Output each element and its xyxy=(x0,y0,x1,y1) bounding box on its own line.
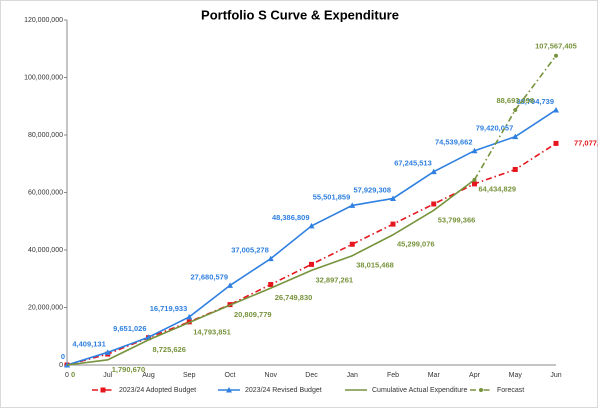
marker xyxy=(430,168,437,175)
legend-label: 2023/24 Revised Budget xyxy=(245,387,322,394)
marker xyxy=(145,334,152,340)
data-label: 74,539,662 xyxy=(435,138,473,147)
x-tick-label: Apr xyxy=(469,372,481,379)
data-label: 77,077,618 xyxy=(574,138,598,147)
marker xyxy=(390,221,396,227)
data-label: 27,680,579 xyxy=(190,272,228,281)
x-tick-label: Jun xyxy=(550,372,561,379)
marker xyxy=(308,222,315,229)
data-label: 8,725,626 xyxy=(153,345,186,354)
data-label: 4,409,131 xyxy=(72,339,105,348)
series-line xyxy=(66,179,475,366)
legend-label: Forecast xyxy=(497,387,524,394)
data-label: 55,501,859 xyxy=(313,192,351,201)
data-label: 1,790,670 xyxy=(112,365,145,374)
data-label: 57,929,308 xyxy=(353,185,391,194)
y-tick-label: 20,000,000 xyxy=(28,304,63,311)
legend-label: 2023/24 Adopted Budget xyxy=(119,387,196,394)
marker xyxy=(227,282,233,288)
marker xyxy=(472,177,477,182)
marker xyxy=(349,241,355,247)
legend-marker xyxy=(226,387,232,393)
marker xyxy=(104,349,111,355)
marker xyxy=(513,108,518,113)
data-label: 16,719,933 xyxy=(150,304,188,313)
data-label: 64,434,829 xyxy=(479,185,517,194)
x-tick-label: 0 xyxy=(65,372,69,379)
y-tick-label: 80,000,000 xyxy=(28,132,63,139)
data-label: 14,793,851 xyxy=(193,327,231,336)
x-tick-label: Mar xyxy=(428,372,441,379)
marker xyxy=(471,147,478,154)
y-tick-label: 120,000,000 xyxy=(24,17,63,24)
marker xyxy=(267,255,274,262)
y-tick-label: 40,000,000 xyxy=(28,247,63,254)
data-label: 45,299,076 xyxy=(397,240,435,249)
x-tick-label: Feb xyxy=(387,372,399,379)
data-label: 48,386,809 xyxy=(272,213,310,222)
x-tick-label: Nov xyxy=(265,372,278,379)
marker xyxy=(553,106,559,113)
x-tick-label: Jan xyxy=(347,372,358,379)
data-label: 20,809,779 xyxy=(234,310,272,319)
x-tick-label: Jul xyxy=(103,372,112,379)
marker xyxy=(390,195,396,201)
marker xyxy=(512,167,518,172)
marker xyxy=(554,53,558,58)
marker xyxy=(553,140,559,146)
marker xyxy=(309,261,314,267)
marker xyxy=(186,313,193,320)
legend-label: Cumulative Actual Expenditure xyxy=(372,387,467,394)
data-label: 9,651,026 xyxy=(113,324,146,333)
data-label: 107,567,405 xyxy=(535,42,577,51)
marker xyxy=(512,133,519,140)
data-label: 37,005,278 xyxy=(231,246,269,255)
y-tick-label: 60,000,000 xyxy=(28,189,63,196)
x-tick-label: Sep xyxy=(183,372,196,379)
data-label: 26,749,830 xyxy=(275,293,313,302)
data-label: 32,897,261 xyxy=(316,275,354,284)
x-tick-label: Dec xyxy=(305,372,318,379)
marker xyxy=(349,202,356,208)
x-tick-label: Oct xyxy=(225,372,236,379)
marker xyxy=(472,181,477,187)
x-tick-label: May xyxy=(509,372,523,379)
x-tick-label: Aug xyxy=(142,372,155,379)
chart-title: Portfolio S Curve & Expenditure xyxy=(201,7,399,22)
series-line xyxy=(473,55,557,181)
legend-marker xyxy=(100,387,106,393)
y-tick-label: 0 xyxy=(59,362,63,369)
y-tick-label: 100,000,000 xyxy=(24,74,63,81)
marker xyxy=(268,282,274,287)
data-label: 38,015,468 xyxy=(356,261,394,270)
legend-marker xyxy=(479,388,483,392)
data-label: 88,704,739 xyxy=(516,97,554,106)
data-label: 79,420,057 xyxy=(476,124,514,133)
data-label: 0 xyxy=(61,352,65,361)
data-label: 67,245,513 xyxy=(394,159,432,168)
data-label: 0 xyxy=(71,370,75,379)
data-label: 88,693,098 xyxy=(496,96,534,105)
data-label: 53,799,366 xyxy=(438,215,476,224)
marker xyxy=(431,201,437,207)
